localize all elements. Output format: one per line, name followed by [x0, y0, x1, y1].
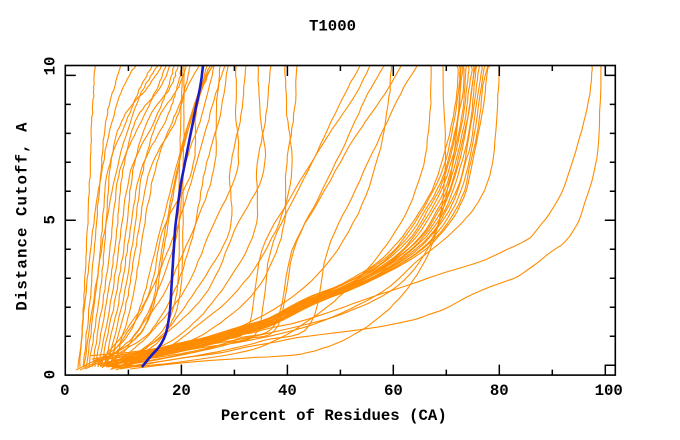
svg-text:5: 5: [42, 215, 60, 224]
svg-text:40: 40: [278, 382, 297, 400]
svg-text:Percent of Residues (CA): Percent of Residues (CA): [221, 407, 447, 425]
svg-text:60: 60: [384, 382, 403, 400]
svg-text:0: 0: [42, 370, 60, 379]
svg-text:10: 10: [42, 57, 60, 76]
svg-text:80: 80: [490, 382, 509, 400]
svg-text:100: 100: [595, 382, 623, 400]
svg-text:20: 20: [172, 382, 191, 400]
svg-text:0: 0: [60, 382, 69, 400]
svg-text:Distance Cutoff, A: Distance Cutoff, A: [14, 121, 32, 310]
svg-text:T1000: T1000: [309, 18, 356, 36]
